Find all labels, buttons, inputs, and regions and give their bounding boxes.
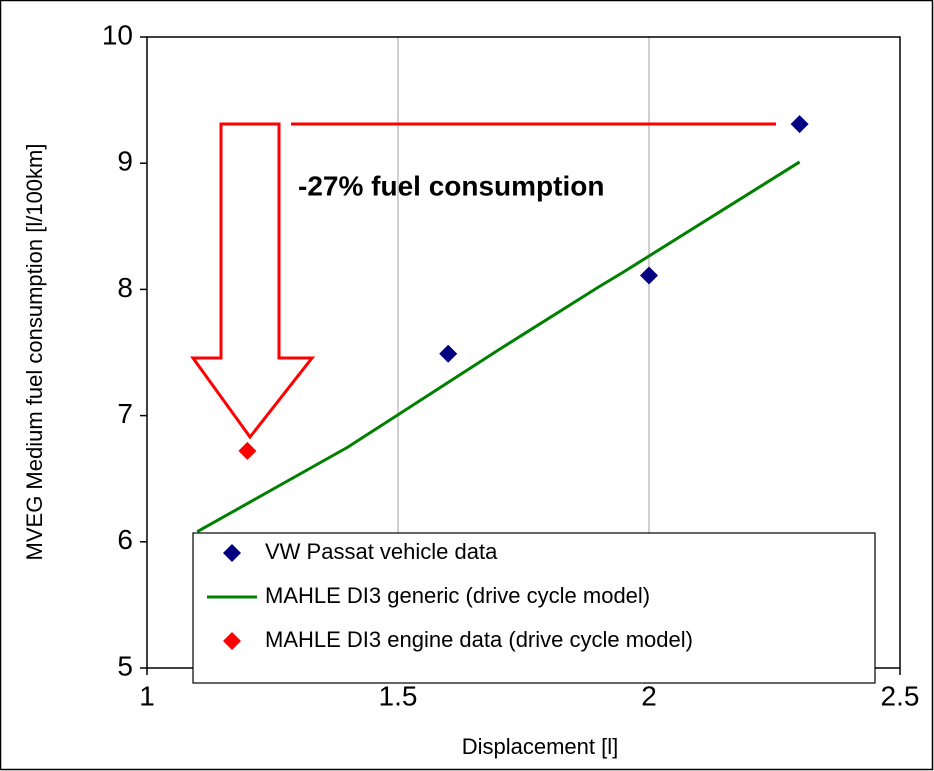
legend-label: MAHLE DI3 generic (drive cycle model) (265, 583, 650, 608)
point (790, 115, 809, 134)
annotation-arrow (190, 122, 316, 440)
legend-swatch (223, 544, 241, 562)
point (238, 441, 257, 460)
y-tick-label: 7 (117, 398, 133, 429)
y-axis-title: MVEG Medium fuel consumption [l/100km] (22, 144, 47, 561)
annotation: -27% fuel consumption (298, 170, 604, 201)
point (640, 266, 658, 285)
y-tick-label: 6 (117, 524, 133, 555)
legend-label: VW Passat vehicle data (265, 539, 498, 564)
x-tick-label: 2.5 (881, 680, 920, 711)
legend-label: MAHLE DI3 engine data (drive cycle model… (265, 627, 693, 652)
point (439, 344, 458, 363)
y-tick-label: 10 (102, 19, 133, 50)
x-axis-title: Displacement [l] (462, 734, 619, 759)
y-tick-label: 9 (117, 146, 133, 177)
x-tick-label: 1 (139, 680, 155, 711)
legend-swatch (223, 632, 241, 650)
line (196, 160, 801, 534)
y-tick-label: 8 (117, 272, 133, 303)
y-tick-label: 5 (117, 650, 133, 681)
legend-box (192, 532, 876, 684)
x-tick-label: 1.5 (379, 680, 418, 711)
x-tick-label: 2 (641, 680, 657, 711)
